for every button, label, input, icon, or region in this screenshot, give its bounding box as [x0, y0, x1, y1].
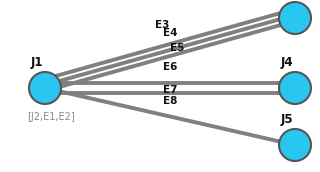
Circle shape	[279, 129, 311, 161]
Text: E3: E3	[155, 20, 170, 30]
Circle shape	[279, 2, 311, 34]
Text: [J2,E1,E2]: [J2,E1,E2]	[27, 112, 75, 122]
Circle shape	[279, 72, 311, 104]
Text: E8: E8	[163, 95, 177, 105]
Text: E5: E5	[170, 43, 185, 53]
Text: E6: E6	[163, 62, 177, 72]
Text: J5: J5	[281, 113, 294, 126]
Circle shape	[29, 72, 61, 104]
Text: E7: E7	[163, 85, 177, 95]
Text: J1: J1	[31, 56, 44, 69]
Text: E4: E4	[163, 28, 177, 38]
Text: J4: J4	[281, 56, 294, 69]
